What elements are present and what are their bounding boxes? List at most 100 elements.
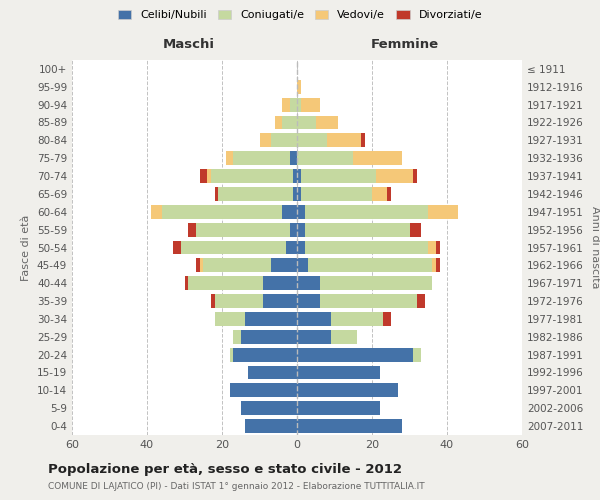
Bar (417, 294, 425, 308)
Bar (196, 222, 290, 236)
Bar (297, 205, 305, 219)
Y-axis label: Fasce di età: Fasce di età (22, 214, 31, 280)
Text: COMUNE DI LAJATICO (PI) - Dati ISTAT 1° gennaio 2012 - Elaborazione TUTTITALIA.I: COMUNE DI LAJATICO (PI) - Dati ISTAT 1° … (48, 482, 425, 491)
Bar (297, 366, 380, 380)
Legend: Celibi/Nubili, Coniugati/e, Vedovi/e, Divorziati/e: Celibi/Nubili, Coniugati/e, Vedovi/e, Di… (113, 6, 487, 25)
Bar (297, 169, 301, 183)
Bar (353, 151, 402, 165)
Bar (275, 116, 282, 130)
Bar (233, 151, 290, 165)
Bar (185, 276, 188, 290)
Bar (361, 134, 365, 147)
Bar (218, 187, 293, 201)
Bar (245, 419, 297, 433)
Bar (409, 222, 421, 236)
Bar (297, 222, 305, 236)
Bar (241, 330, 297, 344)
Bar (301, 169, 376, 183)
Bar (215, 187, 218, 201)
Bar (297, 312, 331, 326)
Bar (188, 276, 263, 290)
Bar (203, 258, 271, 272)
Bar (290, 98, 297, 112)
Bar (436, 240, 439, 254)
Bar (297, 187, 301, 201)
Bar (428, 240, 436, 254)
Bar (248, 366, 297, 380)
Bar (207, 169, 211, 183)
Bar (297, 276, 320, 290)
Bar (308, 258, 432, 272)
Bar (211, 169, 293, 183)
Bar (241, 401, 297, 415)
Bar (199, 258, 203, 272)
Bar (297, 80, 301, 94)
Bar (432, 258, 436, 272)
Bar (436, 258, 439, 272)
Bar (215, 294, 263, 308)
Bar (229, 384, 297, 398)
Bar (271, 134, 297, 147)
Bar (305, 240, 428, 254)
Bar (282, 116, 297, 130)
Bar (297, 384, 398, 398)
Bar (181, 240, 286, 254)
Bar (188, 222, 196, 236)
Bar (316, 116, 338, 130)
Bar (245, 312, 297, 326)
Bar (151, 205, 162, 219)
Bar (372, 187, 387, 201)
Bar (271, 258, 297, 272)
Bar (286, 240, 297, 254)
Bar (293, 187, 297, 201)
Bar (162, 205, 282, 219)
Bar (290, 151, 297, 165)
Bar (413, 348, 421, 362)
Bar (199, 169, 207, 183)
Bar (260, 134, 271, 147)
Bar (305, 222, 409, 236)
Text: Maschi: Maschi (163, 38, 215, 51)
Bar (263, 294, 297, 308)
Bar (290, 222, 297, 236)
Bar (297, 258, 308, 272)
Bar (428, 205, 458, 219)
Bar (413, 169, 417, 183)
Bar (305, 205, 428, 219)
Text: Femmine: Femmine (371, 38, 439, 51)
Bar (226, 151, 233, 165)
Bar (233, 330, 241, 344)
Bar (293, 169, 297, 183)
Bar (215, 312, 245, 326)
Bar (297, 151, 353, 165)
Bar (297, 348, 413, 362)
Bar (173, 240, 181, 254)
Bar (297, 134, 327, 147)
Y-axis label: Anni di nascita: Anni di nascita (590, 206, 600, 289)
Bar (387, 187, 391, 201)
Bar (297, 294, 320, 308)
Bar (263, 276, 297, 290)
Bar (282, 205, 297, 219)
Bar (301, 187, 372, 201)
Bar (383, 312, 391, 326)
Bar (320, 276, 432, 290)
Bar (297, 116, 316, 130)
Bar (301, 98, 320, 112)
Bar (297, 98, 301, 112)
Bar (196, 258, 199, 272)
Bar (376, 169, 413, 183)
Bar (327, 134, 361, 147)
Bar (320, 294, 417, 308)
Bar (331, 330, 357, 344)
Bar (297, 401, 380, 415)
Bar (233, 348, 297, 362)
Bar (211, 294, 215, 308)
Bar (282, 98, 290, 112)
Bar (297, 240, 305, 254)
Bar (297, 419, 402, 433)
Bar (229, 348, 233, 362)
Bar (331, 312, 383, 326)
Bar (297, 330, 331, 344)
Text: Popolazione per età, sesso e stato civile - 2012: Popolazione per età, sesso e stato civil… (48, 462, 402, 475)
